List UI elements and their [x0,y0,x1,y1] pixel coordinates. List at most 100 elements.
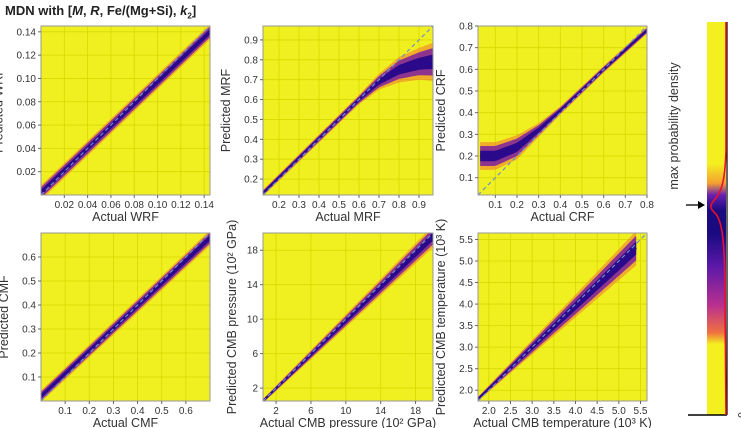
plot-frame [262,232,434,402]
x-tick-label: 0.6 [179,406,193,417]
y-tick-label: 4.5 [459,278,473,289]
y-axis-label: Predicted MRF [219,68,233,152]
y-tick-label: 0.14 [17,27,37,38]
plot-area [478,26,647,195]
y-tick-label: 5.0 [459,257,473,268]
y-tick-label: 0.2 [244,175,258,186]
x-tick-label: 0.7 [372,200,386,211]
x-tick-label: 0.06 [101,200,121,211]
x-tick-label: 0.04 [78,200,98,211]
x-tick-label: 0.9 [412,200,426,211]
predicted-trend-line [263,235,433,401]
identity-diagonal [263,26,433,195]
identity-diagonal [41,233,210,401]
x-tick-label: 0.3 [532,200,546,211]
y-tick-label: 0.2 [459,152,473,163]
plot-area [41,26,210,195]
chart-panel: 0.02 0.04 0.06 0.08 0.10 0.12 0.140.020.040.06… [0,25,214,224]
x-tick-label: 0.3 [292,200,306,211]
x-tick-label: 0.02 [55,200,75,211]
chart-panel: 2.0 2.5 3.0 3.5 4.0 4.5 5.0 5.5 2.0 2.5 3.0 3.5 4.0 4… [434,219,652,428]
y-tick-label: 2.0 [459,386,473,397]
x-tick-label: 0.2 [510,200,524,211]
y-tick-label: 0.7 [459,43,473,54]
identity-diagonal [41,26,210,195]
y-tick-label: 0.4 [22,301,36,312]
x-tick-label: 5.0 [612,406,626,417]
y-tick-label: 0.10 [17,74,37,85]
y-tick-label: 0.06 [17,121,37,132]
y-tick-label: 0.6 [244,95,258,106]
x-tick-label: 0.6 [597,200,611,211]
colorbar-gradient [707,22,726,415]
x-tick-label: 0.6 [352,200,366,211]
x-tick-label: 14 [375,406,387,417]
x-tick-label: 5.5 [634,406,648,417]
x-tick-label: 0.10 [148,200,168,211]
x-tick-label: 2 [273,406,279,417]
y-tick-label: 4.0 [459,300,473,311]
x-tick-label: 3.0 [525,406,539,417]
y-tick-label: 0.08 [17,97,37,108]
y-tick-label: 0.1 [459,173,473,184]
y-tick-label: 0.12 [17,51,37,62]
x-tick-label: 0.2 [272,200,286,211]
y-tick-label: 6 [252,349,258,360]
plot-frame [40,25,211,196]
y-tick-label: 0.2 [22,349,36,360]
y-tick-label: 0.5 [22,277,36,288]
y-axis-label: Predicted CMB pressure (10² GPa) [225,220,239,415]
x-tick-label: 4.5 [590,406,604,417]
title-m: M [72,3,83,18]
y-tick-label: 0.1 [22,373,36,384]
y-tick-label: 0.04 [17,144,37,155]
density-band-edge [480,26,647,170]
predicted-trend-line [41,31,210,194]
y-tick-label: 0.8 [459,22,473,33]
x-tick-label: 10 [340,406,352,417]
plot-area [263,26,433,195]
y-tick-label: 0.3 [244,155,258,166]
y-tick-label: 3.5 [459,321,473,332]
arrow-icon [698,201,705,209]
x-tick-label: 0.12 [171,200,191,211]
identity-diagonal [478,233,647,401]
x-tick-label: 0.5 [575,200,589,211]
plot-frame [262,25,434,196]
x-axis-label: Actual CMB pressure (10² GPa) [260,416,436,428]
y-tick-label: 14 [247,280,259,291]
colorbar-label: max probability density [667,62,681,190]
x-axis-label: Actual WRF [92,210,159,224]
colorbar-zero-label: 0 [735,412,741,418]
x-tick-label: 0.8 [392,200,406,211]
chart-panel: 0.1 0.2 0.3 0.4 0.5 0.6 0.7 0.8 0.1 0.2 0.3 0.4 0.5 0… [434,22,654,225]
plot-frame [477,25,648,196]
x-tick-label: 0.08 [125,200,145,211]
predicted-trend-line [480,29,647,157]
title-r: R [90,3,100,18]
colorbar: max probability density 0 [667,22,741,418]
y-axis-label: Predicted CMF [0,275,11,359]
x-axis-label: Actual CMB temperature (10³ K) [473,416,652,428]
predicted-trend-line [478,247,637,400]
plot-frame [40,232,211,402]
y-tick-label: 0.8 [244,55,258,66]
y-tick-label: 0.5 [459,87,473,98]
density-band-core [263,54,433,195]
title-k-sub: 2 [187,11,192,21]
x-tick-label: 0.8 [640,200,654,211]
x-tick-label: 0.3 [106,406,120,417]
title-sep: , [83,3,91,18]
y-axis-label: Predicted WRF [0,68,6,153]
density-curve [709,22,727,416]
y-tick-label: 0.7 [244,75,258,86]
x-axis-label: Actual MRF [315,210,381,224]
y-tick-label: 0.4 [244,135,258,146]
plot-area [41,233,210,401]
title-suffix: ] [191,3,197,18]
title-mid: , Fe/(Mg+Si), [99,3,181,18]
x-tick-label: 0.2 [82,406,96,417]
identity-diagonal [263,233,433,401]
x-tick-label: 0.4 [553,200,567,211]
